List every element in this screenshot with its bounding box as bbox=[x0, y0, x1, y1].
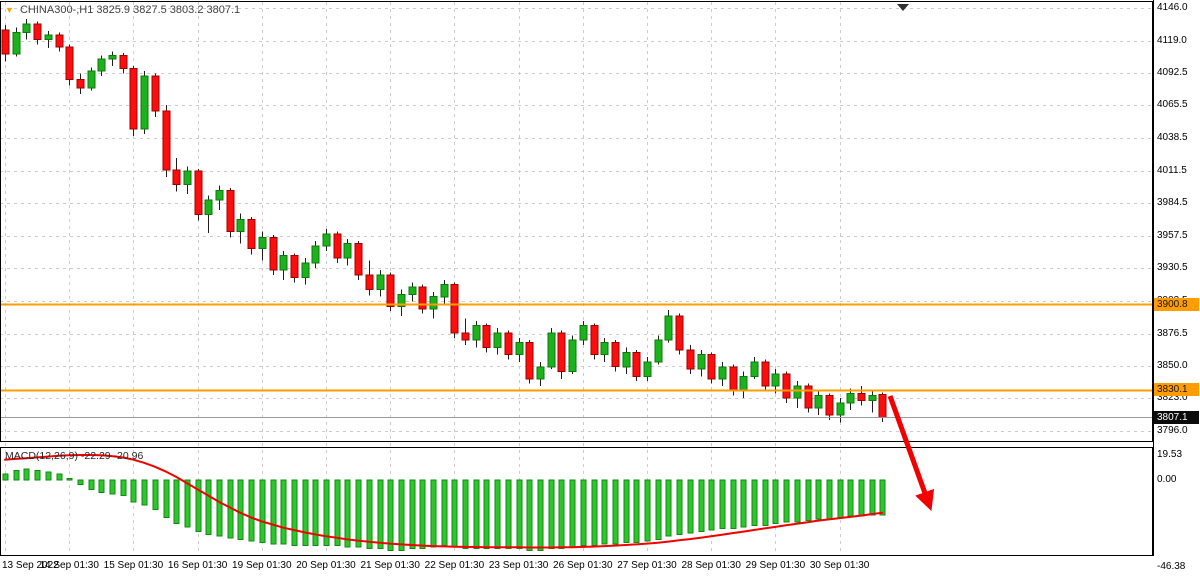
time-tick-label: 23 Sep 01:30 bbox=[488, 560, 549, 571]
hline-price-badge: 3900.8 bbox=[1154, 297, 1199, 311]
main-chart-panel[interactable] bbox=[0, 1, 1153, 441]
time-tick-label: 16 Sep 01:30 bbox=[167, 560, 228, 571]
price-tick-label: 3796.0 bbox=[1157, 424, 1188, 436]
price-tick-label: 4011.5 bbox=[1157, 164, 1187, 176]
price-tick-label: 3823.0 bbox=[1157, 392, 1188, 404]
time-tick-label: 19 Sep 01:30 bbox=[232, 560, 292, 571]
time-tick-label: 15 Sep 01:30 bbox=[103, 560, 164, 571]
macd-name: MACD(12,26,9) bbox=[5, 450, 78, 462]
price-tick-label: 4038.5 bbox=[1157, 132, 1188, 143]
symbol-triangle-icon[interactable]: ▼ bbox=[5, 5, 14, 15]
time-tick-label: 29 Sep 01:30 bbox=[745, 560, 806, 571]
time-tick-label: 13 Sep 2022 bbox=[2, 560, 59, 571]
price-tick-label: 3876.5 bbox=[1157, 327, 1188, 339]
time-tick-label: 27 Sep 01:30 bbox=[617, 560, 677, 571]
price-tick-label: 4065.5 bbox=[1157, 99, 1188, 111]
time-axis[interactable]: 13 Sep 2022 14 Sep 01:30 15 Sep 01:30 16 Se… bbox=[0, 556, 1200, 580]
price-tick-label: 3957.5 bbox=[1157, 229, 1188, 241]
chart-title: ▼ CHINA300-,H1 3825.9 3827.5 3803.2 3807… bbox=[5, 4, 240, 16]
time-tick-label: 30 Sep 01:30 bbox=[809, 560, 870, 571]
macd-panel[interactable] bbox=[0, 447, 1153, 555]
macd-label: MACD(12,26,9) -22.29 -20.96 bbox=[5, 450, 143, 462]
time-tick-label: 14 Sep 01:30 bbox=[39, 560, 99, 571]
time-tick-label: 22 Sep 01:30 bbox=[424, 560, 485, 571]
macd-tick-label: 0.00 bbox=[1157, 474, 1177, 486]
price-axis[interactable]: 4146.0 4119.0 4092.5 4065.5 4038.5 4011.5 3984… bbox=[1154, 0, 1200, 572]
price-tick-label: 3984.5 bbox=[1157, 197, 1188, 209]
price-tick-label: 3930.5 bbox=[1157, 262, 1188, 274]
macd-tick-label: -46.38 bbox=[1157, 561, 1186, 572]
price-tick-label: 4119.0 bbox=[1157, 34, 1187, 46]
time-tick-label: 20 Sep 01:30 bbox=[296, 560, 356, 571]
bid-price-badge: 3807.1 bbox=[1154, 410, 1199, 424]
time-tick-label: 21 Sep 01:30 bbox=[360, 560, 420, 571]
price-tick-label: 4146.0 bbox=[1157, 2, 1188, 14]
macd-tick-label: 19.53 bbox=[1157, 449, 1183, 460]
time-tick-label: 26 Sep 01:30 bbox=[553, 560, 613, 571]
ohlc-values: 3825.9 3827.5 3803.2 3807.1 bbox=[96, 4, 241, 16]
time-tick-label: 28 Sep 01:30 bbox=[681, 560, 741, 571]
hline-price-badge: 3830.1 bbox=[1154, 383, 1199, 397]
macd-values: -22.29 -20.96 bbox=[80, 450, 144, 462]
price-tick-label: 4092.5 bbox=[1157, 66, 1188, 78]
symbol-period-label: CHINA300-,H1 bbox=[19, 4, 94, 16]
price-tick-label: 3850.0 bbox=[1157, 359, 1188, 371]
